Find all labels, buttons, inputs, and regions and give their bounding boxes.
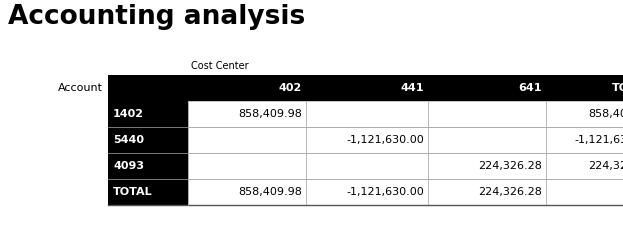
Bar [108,127,188,153]
Bar [428,101,546,127]
Bar [188,179,306,205]
Bar [546,153,623,179]
Text: 1402: 1402 [113,109,144,119]
Text: 441: 441 [401,83,424,93]
Bar [188,127,306,153]
Text: Cost Center: Cost Center [191,61,249,71]
Bar [546,179,623,205]
Text: 402: 402 [278,83,302,93]
Bar [546,127,623,153]
Bar [306,153,428,179]
Text: Account: Account [58,83,103,93]
Bar [428,127,546,153]
Text: 858,409.98: 858,409.98 [238,109,302,119]
Text: 4093: 4093 [113,161,144,171]
Text: -1,121,630.00: -1,121,630.00 [346,187,424,197]
Text: 224,326.28: 224,326.28 [478,161,542,171]
Text: 858,409.98: 858,409.98 [588,109,623,119]
Bar [108,153,188,179]
Bar [306,179,428,205]
Text: 224,326.28: 224,326.28 [478,187,542,197]
Bar [188,75,306,101]
Bar [428,153,546,179]
Bar [108,101,188,127]
Bar [306,75,428,101]
Text: TOTAL: TOTAL [612,83,623,93]
Text: 858,409.98: 858,409.98 [238,187,302,197]
Text: -1,121,630.00: -1,121,630.00 [346,135,424,145]
Bar [546,101,623,127]
Text: 641: 641 [518,83,542,93]
Bar [306,101,428,127]
Bar [188,101,306,127]
Bar [108,75,188,101]
Bar [428,179,546,205]
Text: 224,326.28: 224,326.28 [588,161,623,171]
Bar [546,75,623,101]
Text: Accounting analysis: Accounting analysis [8,4,305,30]
Text: -1,121,630.00: -1,121,630.00 [574,135,623,145]
Bar [428,75,546,101]
Bar [108,179,188,205]
Bar [188,153,306,179]
Text: 5440: 5440 [113,135,144,145]
Text: TOTAL: TOTAL [113,187,153,197]
Bar [306,127,428,153]
